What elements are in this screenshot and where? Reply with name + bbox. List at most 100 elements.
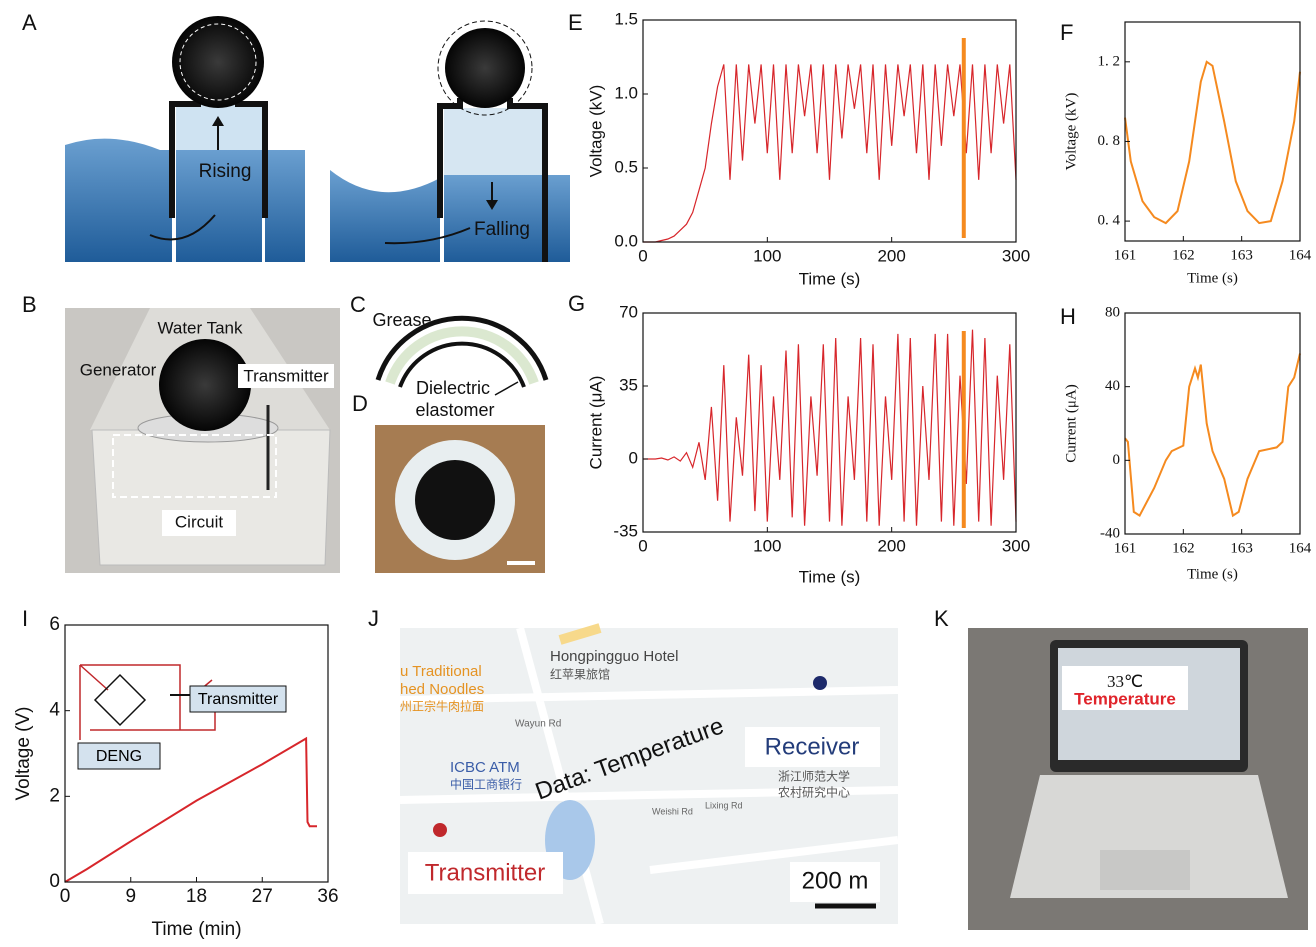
x-tick-label: 164 <box>1289 247 1312 263</box>
touchpad <box>1100 850 1190 890</box>
receiver-dot <box>813 676 827 690</box>
x-tick-label: 161 <box>1114 540 1137 556</box>
label: 33℃ <box>1107 672 1143 691</box>
highlight <box>962 331 966 528</box>
y-tick-label: 70 <box>619 302 638 321</box>
x-axis-title: Time (min) <box>151 919 241 940</box>
plot-frame <box>643 20 1016 242</box>
y-tick-label: 0 <box>1113 452 1121 468</box>
x-tick-label: 18 <box>186 886 207 907</box>
bridge <box>95 675 145 725</box>
y-axis-title: Voltage (V) <box>13 707 34 801</box>
label: 州正宗牛肉拉面 <box>400 699 484 714</box>
x-axis-title: Time (s) <box>1187 566 1238 582</box>
panel-label: F <box>1060 20 1073 45</box>
y-tick-label: 0. 8 <box>1098 133 1121 149</box>
y-axis-title: Current (μA) <box>586 376 605 470</box>
panel-label: I <box>22 606 28 631</box>
plot-frame <box>1125 313 1300 534</box>
x-tick-label: 100 <box>753 536 781 555</box>
y-tick-label: 0.0 <box>614 231 638 250</box>
label: Grease <box>372 310 431 330</box>
label: Lixing Rd <box>705 800 743 810</box>
panel-d <box>375 425 545 573</box>
panel-label: G <box>568 291 585 316</box>
panel-b: Water Tank Generator Transmitter Circuit <box>65 308 340 573</box>
data-line <box>643 64 1016 242</box>
y-axis-title: Voltage (kV) <box>1063 93 1079 171</box>
panel-c: Grease Dielectric elastomer <box>372 310 546 420</box>
y-tick-label: 1. 2 <box>1098 53 1121 69</box>
label: Dielectric <box>416 378 490 398</box>
label: Circuit <box>175 512 223 531</box>
x-tick-label: 163 <box>1230 540 1253 556</box>
y-tick-label: 1.0 <box>614 83 638 102</box>
y-tick-label: 40 <box>1105 378 1120 394</box>
y-tick-label: 0. 4 <box>1098 213 1121 229</box>
panel-a: Rising Falling <box>65 16 570 262</box>
data-line <box>1125 62 1300 223</box>
x-tick-label: 100 <box>753 246 781 265</box>
x-tick-label: 0 <box>638 536 647 555</box>
y-tick-label: 35 <box>619 375 638 394</box>
x-tick-label: 164 <box>1289 540 1312 556</box>
elastomer <box>415 460 495 540</box>
y-tick-label: 4 <box>49 700 60 721</box>
label: Hongpingguo Hotel <box>550 648 678 665</box>
y-tick-label: 0 <box>49 871 60 892</box>
x-axis-title: Time (s) <box>1187 270 1238 286</box>
x-tick-label: 200 <box>877 246 905 265</box>
y-tick-label: 6 <box>49 614 60 635</box>
water <box>265 150 305 262</box>
water <box>65 139 172 262</box>
x-tick-label: 162 <box>1172 247 1195 263</box>
y-tick-label: 2 <box>49 785 60 806</box>
label: Transmitter <box>243 366 329 385</box>
label: ICBC ATM <box>450 759 520 776</box>
water <box>545 175 570 262</box>
panel-label: K <box>934 606 949 631</box>
x-tick-label: 36 <box>317 886 338 907</box>
y-tick-label: -35 <box>613 521 638 540</box>
label: Wayun Rd <box>515 719 561 730</box>
y-tick-label: 0 <box>629 448 638 467</box>
pointer <box>495 382 518 395</box>
y-axis-title: Voltage (kV) <box>586 85 605 178</box>
panel-label: A <box>22 10 37 35</box>
x-tick-label: 27 <box>252 886 273 907</box>
water <box>330 170 440 262</box>
panel-label: C <box>350 292 366 317</box>
y-tick-label: 80 <box>1105 304 1120 320</box>
y-tick-label: -40 <box>1100 525 1120 541</box>
label: 200 m <box>802 867 869 894</box>
x-axis-title: Time (s) <box>799 567 861 586</box>
panel-label: D <box>352 391 368 416</box>
x-axis-title: Time (s) <box>799 269 861 288</box>
x-tick-label: 161 <box>1114 247 1137 263</box>
x-tick-label: 300 <box>1002 246 1030 265</box>
label: 浙江师范大学 <box>778 769 850 784</box>
x-tick-label: 9 <box>125 886 136 907</box>
label: elastomer <box>415 400 494 420</box>
ball <box>172 16 264 108</box>
data-line <box>643 330 1016 526</box>
label: Weishi Rd <box>652 806 693 816</box>
label: Falling <box>474 219 530 240</box>
highlight <box>962 38 966 238</box>
page: Rising Falling Water Tank Generator Tran… <box>0 0 1316 947</box>
x-tick-label: 163 <box>1230 247 1253 263</box>
label: Temperature <box>1074 689 1176 708</box>
x-tick-label: 0 <box>60 886 71 907</box>
ball <box>445 28 525 108</box>
x-tick-label: 300 <box>1002 536 1030 555</box>
plot-frame <box>643 313 1016 532</box>
panel-j: Hongpingguo Hotel 红苹果旅馆 u Traditional he… <box>400 628 898 924</box>
dielectric <box>390 331 534 383</box>
label: Generator <box>80 360 157 379</box>
panel-i-inset: Transmitter DENG <box>78 665 286 769</box>
label: Receiver <box>765 733 860 760</box>
panel-label: H <box>1060 304 1076 329</box>
data-line <box>1125 354 1300 516</box>
ball <box>159 339 251 431</box>
label: 农村研究中心 <box>778 785 850 800</box>
